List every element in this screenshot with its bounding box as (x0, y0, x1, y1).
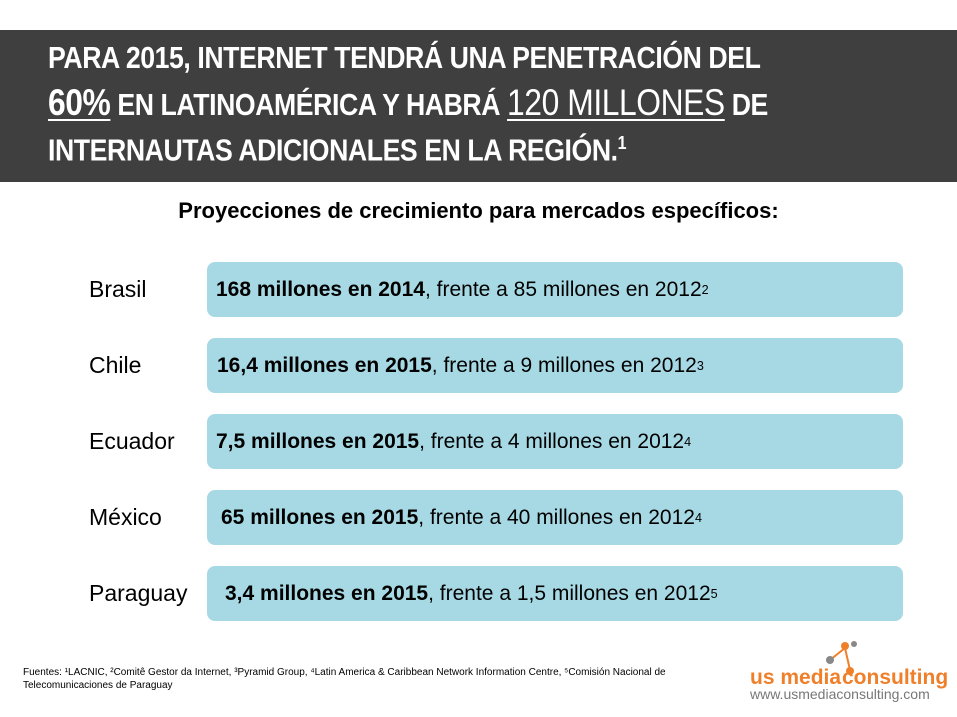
footnote-ref: 3 (696, 358, 704, 373)
highlight-60-percent: 60% (48, 82, 111, 123)
market-projection-box: 65 millones en 2015, frente a 40 millone… (207, 490, 903, 545)
projection-comparison: , frente a 1,5 millones en 2012 (428, 581, 711, 605)
headline-text: DE (724, 87, 769, 122)
projection-highlight: 65 millones en 2015 (221, 505, 419, 529)
footnote-ref: 4 (694, 510, 702, 525)
projection-highlight: 168 millones en 2014 (216, 277, 425, 301)
headline-line-3: INTERNAUTAS ADICIONALES EN LA REGIÓN.1 (48, 132, 627, 168)
country-label: Ecuador (89, 428, 175, 454)
subtitle: Proyecciones de crecimiento para mercado… (178, 198, 779, 223)
highlight-120-millones: 120 MILLONES (507, 82, 725, 123)
country-label: Paraguay (89, 580, 188, 606)
market-projection-box: 7,5 millones en 2015, frente a 4 millone… (207, 414, 903, 469)
network-dots-icon (826, 641, 857, 675)
footnote-ref: 5 (710, 586, 718, 601)
headline-line-1: PARA 2015, INTERNET TENDRÁ UNA PENETRACI… (48, 40, 761, 75)
projection-comparison: , frente a 4 millones en 2012 (419, 429, 685, 453)
market-projection-box: 168 millones en 2014, frente a 85 millon… (207, 262, 903, 317)
country-label: Chile (89, 352, 142, 378)
headline-text: INTERNAUTAS ADICIONALES EN LA REGIÓN. (48, 132, 618, 168)
projection-highlight: 7,5 millones en 2015 (216, 429, 420, 453)
footnote-ref: 4 (684, 434, 692, 449)
projection-comparison: , frente a 85 millones en 2012 (424, 277, 702, 301)
sources-footnote: Fuentes: ¹LACNIC, ²Comitê Gestor da Inte… (23, 667, 666, 691)
company-logo: us media consulting www.usmediaconsultin… (750, 638, 948, 708)
logo-word-us-media: us media (750, 666, 842, 689)
headline-line-2: 60% EN LATINOAMÉRICA Y HABRÁ 120 MILLONE… (48, 82, 768, 124)
footnote-ref: 1 (617, 132, 627, 153)
market-projection-box: 16,4 millones en 2015, frente a 9 millon… (207, 338, 903, 393)
projection-comparison: , frente a 9 millones en 2012 (431, 353, 697, 377)
logo-word-consulting: consulting (842, 666, 949, 689)
projection-comparison: , frente a 40 millones en 2012 (418, 505, 695, 529)
projection-highlight: 16,4 millones en 2015 (217, 353, 432, 377)
projection-highlight: 3,4 millones en 2015 (225, 581, 429, 605)
country-label: México (89, 504, 162, 530)
header-banner: PARA 2015, INTERNET TENDRÁ UNA PENETRACI… (0, 30, 957, 182)
country-label: Brasil (89, 276, 147, 302)
headline-text: EN LATINOAMÉRICA Y HABRÁ (110, 87, 508, 122)
footnote-ref: 2 (701, 282, 709, 297)
logo-url: www.usmediaconsulting.com (750, 686, 930, 702)
market-projection-box: 3,4 millones en 2015, frente a 1,5 millo… (207, 566, 903, 621)
